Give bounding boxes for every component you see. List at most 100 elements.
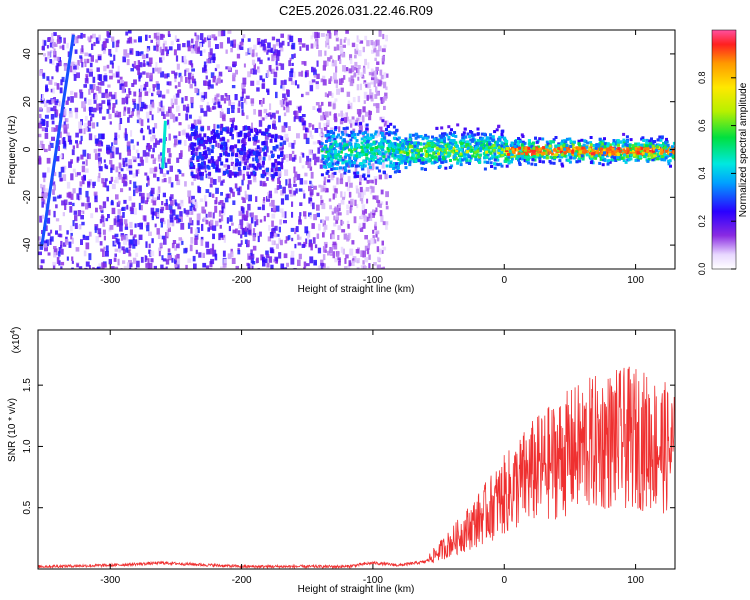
- heatmap-cell: [404, 137, 408, 141]
- heatmap-cell: [86, 196, 90, 203]
- heatmap-cell: [177, 258, 181, 265]
- heatmap-cell: [128, 196, 132, 201]
- heatmap-cell: [625, 155, 629, 159]
- heatmap-cell: [227, 152, 230, 157]
- heatmap-cell: [122, 249, 126, 254]
- heatmap-cell: [259, 59, 263, 65]
- heatmap-cell: [322, 79, 327, 86]
- heatmap-cell: [355, 44, 359, 51]
- heatmap-cell: [79, 181, 83, 187]
- heatmap-cell: [217, 31, 221, 37]
- heatmap-cell: [149, 72, 153, 80]
- heatmap-cell: [115, 45, 118, 53]
- heatmap-cell: [114, 266, 119, 269]
- heatmap-cell: [352, 128, 356, 133]
- heatmap-cell: [325, 40, 328, 48]
- heatmap-cell: [111, 36, 115, 42]
- heatmap-cell: [210, 177, 214, 184]
- heatmap-cell: [98, 133, 102, 140]
- heatmap-cell: [430, 154, 434, 158]
- heatmap-cell: [374, 57, 377, 61]
- heatmap-cell: [309, 85, 314, 92]
- heatmap-cell: [136, 141, 139, 146]
- heatmap-cell: [356, 204, 359, 209]
- heatmap-cell: [241, 207, 245, 214]
- heatmap-cell: [231, 222, 234, 226]
- heatmap-cell: [325, 147, 329, 151]
- heatmap-cell: [332, 147, 336, 151]
- heatmap-cell: [374, 226, 377, 231]
- heatmap-cell: [468, 159, 472, 163]
- heatmap-cell: [144, 200, 148, 205]
- heatmap-cell: [72, 202, 75, 207]
- heatmap-cell: [97, 228, 102, 235]
- heatmap-cell: [326, 33, 329, 38]
- heatmap-cell: [351, 240, 355, 245]
- heatmap-cell: [256, 38, 261, 45]
- heatmap-cell: [47, 167, 50, 173]
- heatmap-cell: [260, 116, 263, 121]
- heatmap-cell: [339, 38, 343, 46]
- heatmap-cell: [115, 176, 119, 184]
- heatmap-cell: [343, 128, 348, 135]
- heatmap-cell: [137, 68, 140, 76]
- heatmap-cell: [191, 73, 194, 78]
- heatmap-cell: [246, 222, 249, 229]
- heatmap-cell: [138, 234, 143, 240]
- heatmap-cell: [316, 212, 320, 218]
- heatmap-cell: [219, 126, 224, 133]
- heatmap-cell: [46, 157, 51, 164]
- heatmap-cell: [126, 59, 130, 66]
- heatmap-cell: [385, 73, 389, 78]
- heatmap-cell: [94, 193, 97, 200]
- heatmap-cell: [309, 180, 312, 185]
- heatmap-cell: [117, 215, 120, 222]
- heatmap-cell: [271, 228, 274, 234]
- heatmap-cell: [379, 69, 383, 76]
- heatmap-cell: [501, 135, 505, 139]
- heatmap-cell: [350, 75, 354, 80]
- heatmap-cell: [331, 153, 335, 157]
- heatmap-cell: [249, 128, 253, 133]
- heatmap-cell: [63, 199, 68, 205]
- heatmap-cell: [291, 150, 295, 154]
- heatmap-cell: [152, 159, 156, 164]
- heatmap-cell: [145, 156, 149, 163]
- heatmap-cell: [72, 220, 75, 227]
- heatmap-cell: [66, 181, 71, 189]
- heatmap-cell: [667, 162, 671, 166]
- heatmap-cell: [115, 237, 118, 243]
- heatmap-cell: [107, 32, 111, 38]
- heatmap-cell: [363, 215, 368, 222]
- heatmap-cell: [333, 72, 337, 80]
- heatmap-cell: [99, 107, 102, 114]
- heatmap-cell: [122, 56, 126, 63]
- heatmap-cell: [384, 92, 388, 99]
- heatmap-cell: [221, 214, 224, 222]
- heatmap-cell: [256, 87, 260, 92]
- heatmap-cell: [224, 197, 229, 203]
- heatmap-cell: [554, 136, 558, 139]
- heatmap-cell: [212, 75, 217, 83]
- heatmap-cell: [250, 216, 254, 224]
- heatmap-cell: [303, 267, 306, 269]
- heatmap-cell: [413, 149, 417, 153]
- heatmap-cell: [77, 35, 81, 39]
- heatmap-cell: [50, 38, 55, 44]
- heatmap-cell: [266, 70, 270, 78]
- heatmap-cell: [367, 174, 371, 178]
- heatmap-cell: [82, 174, 86, 181]
- heatmap-cell: [247, 154, 251, 159]
- heatmap-cell: [424, 160, 428, 164]
- heatmap-cell: [340, 47, 343, 54]
- heatmap-cell: [193, 263, 197, 269]
- heatmap-cell: [58, 131, 62, 138]
- heatmap-cell: [377, 264, 381, 269]
- heatmap-cell: [606, 147, 610, 151]
- heatmap-cell: [262, 131, 266, 136]
- heatmap-cell: [102, 229, 106, 235]
- heatmap-cell: [516, 142, 520, 146]
- heatmap-cell: [106, 185, 110, 192]
- heatmap-cell: [53, 105, 57, 112]
- heatmap-cell: [314, 244, 318, 249]
